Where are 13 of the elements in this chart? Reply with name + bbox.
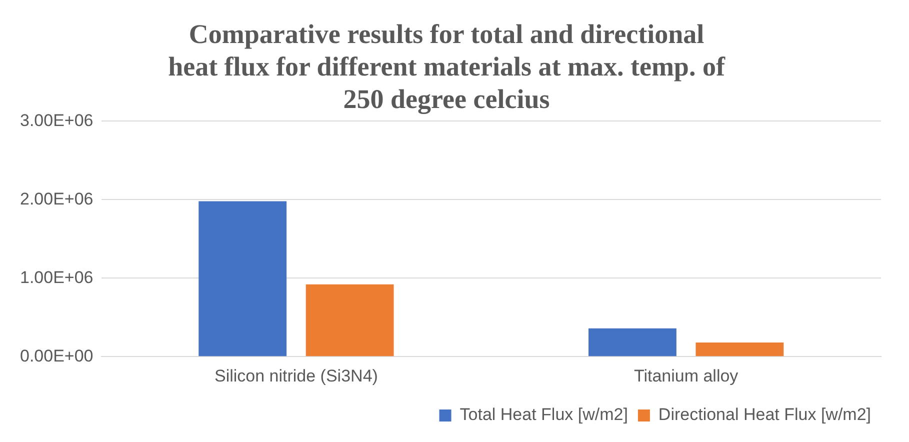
y-tick-label: 2.00E+06 (20, 189, 94, 208)
bar (588, 328, 676, 356)
y-tick-label: 3.00E+06 (20, 110, 94, 130)
legend-label: Directional Heat Flux [w/m2] (658, 405, 872, 424)
bar (696, 342, 784, 356)
y-tick-label: 1.00E+06 (20, 268, 94, 287)
bar (306, 284, 394, 356)
bar (198, 201, 287, 356)
x-tick-label: Titanium alloy (634, 366, 739, 386)
chart-title: Comparative results for total and directional heat flux for different materials at max. temp. of 250 degree celcius (168, 19, 726, 114)
legend-label: Total Heat Flux [w/m2] (460, 405, 628, 424)
y-tick-label: 0.00E+00 (20, 346, 94, 366)
x-tick-label: Silicon nitride (Si3N4) (214, 366, 378, 386)
